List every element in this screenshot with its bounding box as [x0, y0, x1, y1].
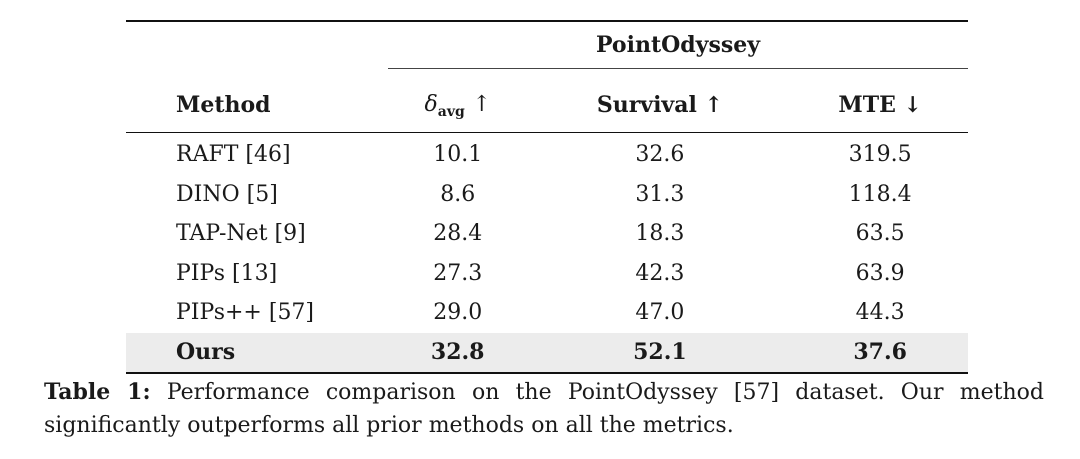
method-cell: RAFT [46] — [176, 142, 291, 168]
delta-avg-cell: 32.8 — [388, 332, 528, 373]
group-header-cell: PointOdyssey — [388, 21, 968, 78]
caption-text: Performance comparison on the PointOdyss… — [44, 380, 1044, 438]
method-cell: TAP-Net [9] — [176, 221, 306, 247]
method-cell: Ours — [126, 332, 388, 373]
up-arrow-icon: ↑ — [472, 91, 491, 117]
table-row-ours-highlighted: Ours 32.8 52.1 37.6 — [126, 332, 968, 373]
delta-avg-cell: 8.6 — [440, 181, 476, 207]
delta-symbol: δ — [424, 91, 438, 117]
survival-cell: 32.6 — [635, 142, 685, 168]
column-header-method: Method — [176, 92, 271, 118]
method-cell: PIPs++ [57] — [176, 300, 315, 326]
mte-cell: 37.6 — [792, 332, 968, 373]
table-row: RAFT [46] 10.1 32.6 319.5 — [126, 132, 968, 175]
table-caption: Table 1: Performance comparison on the P… — [44, 376, 1044, 442]
table-row: DINO [5] 8.6 31.3 118.4 — [126, 175, 968, 215]
delta-avg-cell: 10.1 — [433, 142, 483, 168]
survival-cell: 47.0 — [635, 300, 685, 326]
caption-label: Table 1: — [44, 379, 151, 405]
table-row: PIPs [13] 27.3 42.3 63.9 — [126, 254, 968, 294]
group-header-row: PointOdyssey — [126, 21, 968, 78]
delta-avg-cell: 29.0 — [433, 300, 483, 326]
survival-cell: 42.3 — [635, 260, 685, 286]
method-cell: DINO [5] — [176, 181, 278, 207]
mte-cell: 118.4 — [848, 181, 912, 207]
column-header-mte: MTE ↓ — [838, 92, 922, 118]
delta-avg-cell: 27.3 — [433, 260, 483, 286]
mte-cell: 63.9 — [855, 260, 905, 286]
table-row: PIPs++ [57] 29.0 47.0 44.3 — [126, 293, 968, 333]
empty-header-cell — [126, 21, 388, 78]
survival-cell: 52.1 — [527, 332, 793, 373]
column-header-survival: Survival ↑ — [596, 92, 723, 118]
group-header-label: PointOdyssey — [388, 32, 968, 69]
column-header-row: Method δavg ↑ Survival ↑ MTE ↓ — [126, 78, 968, 133]
mte-cell: 319.5 — [848, 142, 912, 168]
mte-cell: 63.5 — [855, 221, 905, 247]
survival-cell: 18.3 — [635, 221, 685, 247]
method-cell: PIPs [13] — [176, 260, 278, 286]
survival-cell: 31.3 — [635, 181, 685, 207]
table-row: TAP-Net [9] 28.4 18.3 63.5 — [126, 214, 968, 254]
mte-cell: 44.3 — [855, 300, 905, 326]
results-table: PointOdyssey Method δavg ↑ Survival ↑ MT… — [126, 20, 968, 374]
delta-subscript: avg — [437, 103, 465, 120]
column-header-delta-avg: δavg ↑ — [388, 78, 527, 133]
results-table-container: PointOdyssey Method δavg ↑ Survival ↑ MT… — [126, 20, 968, 374]
delta-avg-cell: 28.4 — [433, 221, 483, 247]
